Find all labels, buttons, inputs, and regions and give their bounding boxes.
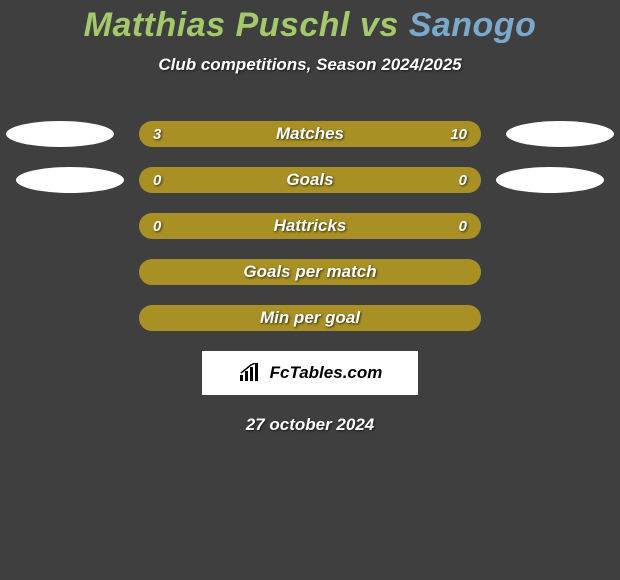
- title-player2: Sanogo: [409, 6, 537, 44]
- stat-value-right: 0: [459, 218, 467, 235]
- page-title: Matthias Puschl vs Sanogo: [0, 6, 620, 45]
- stat-row: 3 Matches 10: [0, 121, 620, 147]
- source-badge: FcTables.com: [202, 351, 418, 395]
- title-vs: vs: [350, 6, 409, 44]
- stat-label: Goals: [286, 170, 333, 190]
- stat-row: 0 Goals 0: [0, 167, 620, 193]
- player1-marker: [6, 121, 114, 147]
- comparison-infographic: Matthias Puschl vs Sanogo Club competiti…: [0, 0, 620, 435]
- subtitle: Club competitions, Season 2024/2025: [0, 55, 620, 75]
- stat-value-left: 0: [153, 218, 161, 235]
- badge-text: FcTables.com: [270, 363, 383, 383]
- comparison-rows: 3 Matches 10 0 Goals 0 0 Hattricks 0 Goals per ma…: [0, 121, 620, 331]
- stat-label: Min per goal: [260, 308, 360, 328]
- stat-value-right: 0: [459, 172, 467, 189]
- player1-marker: [16, 167, 124, 193]
- stat-bar: 3 Matches 10: [139, 121, 481, 147]
- chart-icon: [238, 363, 264, 383]
- player2-marker: [506, 121, 614, 147]
- stat-bar: 0 Hattricks 0: [139, 213, 481, 239]
- stat-label: Goals per match: [243, 262, 376, 282]
- stat-bar: Min per goal: [139, 305, 481, 331]
- stat-value-left: 3: [153, 126, 161, 143]
- player2-marker: [496, 167, 604, 193]
- stat-bar: 0 Goals 0: [139, 167, 481, 193]
- stat-label: Hattricks: [274, 216, 347, 236]
- date: 27 october 2024: [0, 415, 620, 435]
- stat-value-right: 10: [450, 126, 467, 143]
- stat-row: Min per goal: [0, 305, 620, 331]
- stat-row: 0 Hattricks 0: [0, 213, 620, 239]
- stat-value-left: 0: [153, 172, 161, 189]
- stat-label: Matches: [276, 124, 344, 144]
- stat-row: Goals per match: [0, 259, 620, 285]
- title-player1: Matthias Puschl: [84, 6, 350, 44]
- stat-bar: Goals per match: [139, 259, 481, 285]
